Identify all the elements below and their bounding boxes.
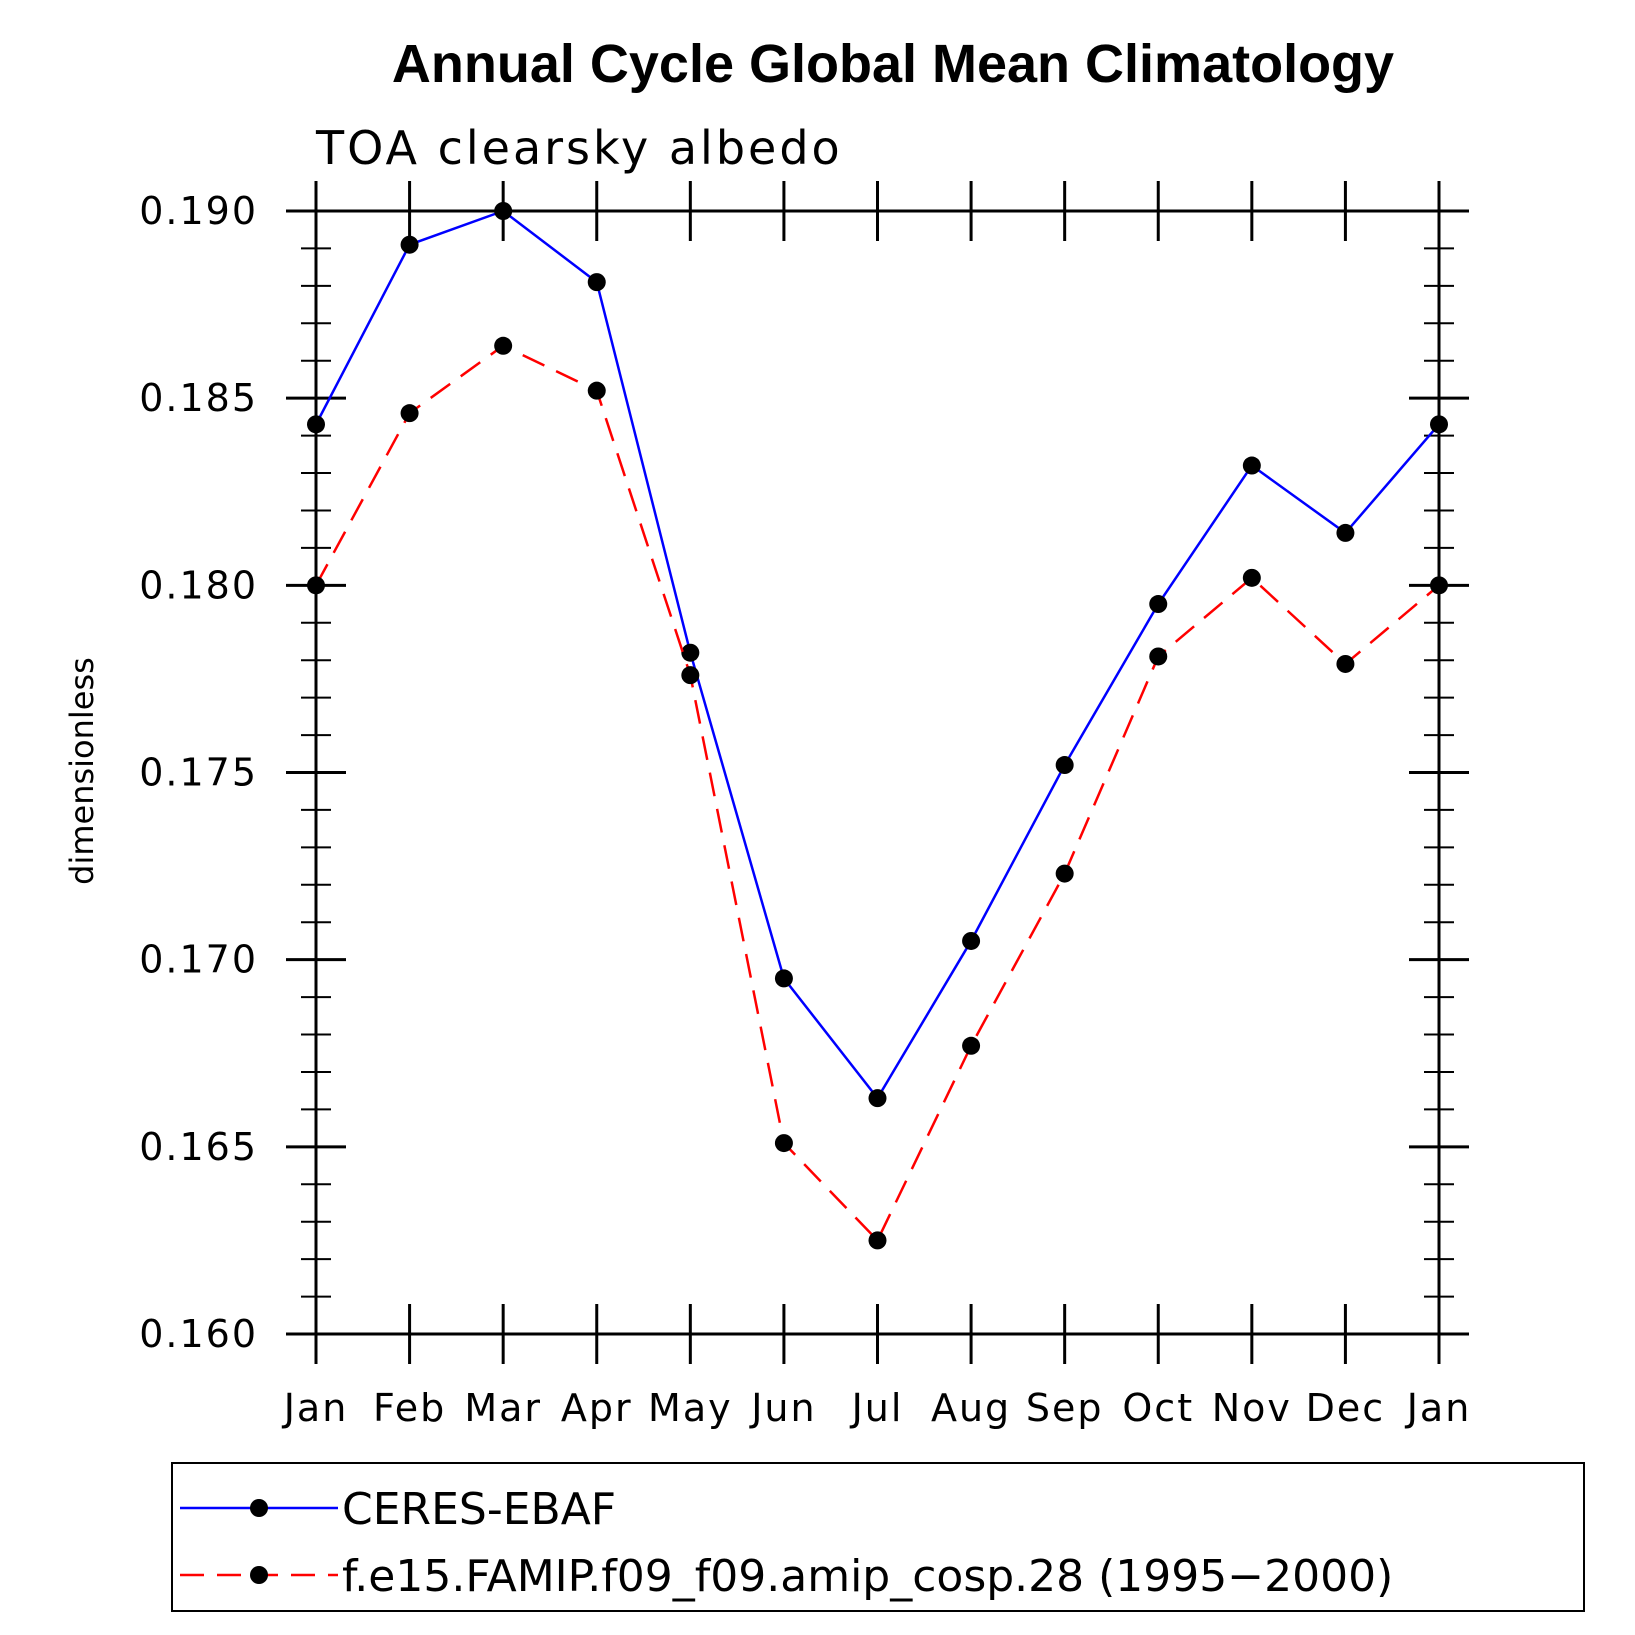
- series-1-point: [1430, 415, 1448, 434]
- series-2-point: [681, 666, 700, 685]
- series-1-point: [307, 415, 325, 434]
- x-tick-label: Jun: [749, 1386, 816, 1430]
- series-1-point: [1336, 523, 1355, 542]
- y-tick-label: 0.165: [139, 1125, 258, 1169]
- x-tick-label: Sep: [1026, 1386, 1104, 1430]
- series-2-point: [1430, 576, 1448, 595]
- x-tick-label: May: [648, 1386, 733, 1430]
- series-2-point: [1055, 864, 1074, 883]
- y-tick-label: 0.175: [139, 751, 258, 795]
- chart-title: Annual Cycle Global Mean Climatology: [392, 34, 1394, 94]
- series-2-point: [1242, 568, 1261, 587]
- x-tick-labels: Jan Feb Mar Apr May Jun Jul Aug Sep Oct Nov Dec Jan: [282, 1386, 1472, 1430]
- series-2-point: [307, 576, 325, 595]
- x-tick-label: Aug: [931, 1386, 1011, 1430]
- legend-box: [171, 1462, 1585, 1612]
- y-tick-label: 0.185: [139, 376, 258, 420]
- series-2-point: [868, 1231, 887, 1250]
- series-1-point: [774, 969, 793, 988]
- series-1-point: [1242, 456, 1261, 475]
- series-1-point: [1055, 756, 1074, 775]
- series-1-point: [962, 931, 981, 950]
- series-2-point: [1149, 647, 1168, 666]
- y-axis-label: dimensionless: [63, 657, 101, 885]
- plot-frame: [314, 209, 1441, 1336]
- x-tick-label: Feb: [373, 1386, 446, 1430]
- y-tick-labels: 0.160 0.165 0.170 0.175 0.180 0.185 0.190: [139, 189, 258, 1356]
- series-1-point: [400, 235, 419, 254]
- x-tick-label: Dec: [1306, 1386, 1386, 1430]
- x-tick-label: Mar: [464, 1386, 542, 1430]
- series-2-point: [1336, 654, 1355, 673]
- x-tick-label: Jan: [1405, 1386, 1472, 1430]
- x-tick-label: Jan: [282, 1386, 349, 1430]
- legend-marker-1: [250, 1499, 268, 1517]
- series-1-point: [868, 1089, 887, 1108]
- x-tick-label: Nov: [1212, 1386, 1292, 1430]
- y-tick-label: 0.190: [139, 189, 258, 233]
- x-tick-label: Apr: [561, 1386, 633, 1430]
- y-tick-label: 0.180: [139, 563, 258, 607]
- series-2-point: [587, 381, 606, 400]
- legend: CERES-EBAF f.e15.FAMIP.f09_f09.amip_cosp.…: [180, 1484, 1393, 1602]
- legend-marker-2: [250, 1566, 268, 1584]
- series-2-point: [774, 1134, 793, 1153]
- series-1-point: [587, 273, 606, 292]
- y-tick-label: 0.170: [139, 938, 258, 982]
- y-tick-label: 0.160: [139, 1312, 258, 1356]
- series-1-point: [494, 202, 513, 220]
- axis-ticks: [286, 181, 1469, 1364]
- series-line-1: [314, 209, 1440, 1101]
- legend-label-2: f.e15.FAMIP.f09_f09.amip_cosp.28 (1995−2…: [342, 1551, 1393, 1602]
- series-2-point: [400, 404, 419, 423]
- series-1-point: [681, 643, 700, 662]
- series-layer: [307, 202, 1448, 1250]
- series-1-point: [1149, 595, 1168, 614]
- chart-subtitle: TOA clearsky albedo: [315, 121, 843, 175]
- x-tick-label: Jul: [850, 1386, 904, 1430]
- x-tick-label: Oct: [1122, 1386, 1194, 1430]
- series-2-point: [494, 336, 513, 355]
- legend-label-1: CERES-EBAF: [342, 1484, 616, 1535]
- series-2-point: [962, 1036, 981, 1055]
